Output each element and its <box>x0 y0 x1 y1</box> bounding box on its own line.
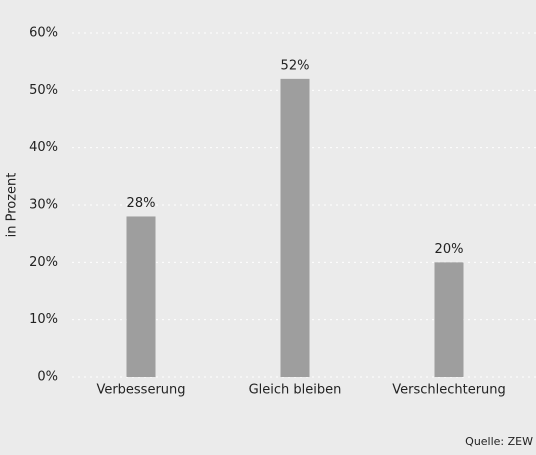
source: Quelle: ZEW <box>465 435 533 448</box>
x-tick-label: Verbesserung <box>96 383 185 398</box>
y-tick-label: 60% <box>29 26 58 41</box>
data-label: 20% <box>435 242 464 257</box>
y-tick-label: 30% <box>29 198 58 213</box>
y-tick-label: 0% <box>37 370 58 385</box>
data-label: 52% <box>281 58 310 73</box>
x-tick-label: Verschlechterung <box>392 383 506 398</box>
y-axis-label: in Prozent <box>5 173 20 238</box>
y-tick-label: 40% <box>29 140 58 155</box>
y-tick-label: 10% <box>29 312 58 327</box>
y-tick-label: 20% <box>29 255 58 270</box>
y-tick-label: 50% <box>29 83 58 98</box>
bar <box>280 78 310 377</box>
bar <box>434 262 464 377</box>
data-label: 28% <box>127 196 156 211</box>
x-tick-label: Gleich bleiben <box>249 383 342 398</box>
bar <box>126 216 156 377</box>
